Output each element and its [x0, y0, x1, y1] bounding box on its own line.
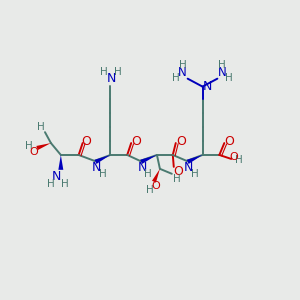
Text: H: H — [218, 60, 226, 70]
Polygon shape — [94, 155, 110, 164]
Text: N: N — [218, 66, 227, 79]
Text: H: H — [191, 169, 199, 179]
Text: H: H — [61, 179, 69, 189]
Text: O: O — [224, 135, 234, 148]
Text: H: H — [172, 73, 180, 83]
Text: N: N — [137, 161, 147, 174]
Text: O: O — [230, 152, 239, 162]
Text: O: O — [176, 135, 186, 148]
Polygon shape — [187, 155, 202, 164]
Text: H: H — [114, 67, 122, 77]
Text: O: O — [173, 165, 183, 178]
Text: N: N — [107, 72, 116, 85]
Text: H: H — [179, 60, 187, 70]
Text: N: N — [92, 161, 101, 174]
Text: N: N — [203, 80, 212, 93]
Text: H: H — [235, 155, 243, 165]
Text: N: N — [184, 161, 193, 174]
Polygon shape — [140, 155, 157, 164]
Text: H: H — [173, 174, 181, 184]
Text: O: O — [152, 181, 160, 191]
Text: O: O — [30, 147, 38, 157]
Text: H: H — [47, 179, 55, 189]
Text: H: H — [25, 141, 33, 151]
Polygon shape — [36, 143, 51, 150]
Text: O: O — [131, 135, 141, 148]
Text: H: H — [225, 73, 233, 83]
Text: H: H — [100, 67, 107, 77]
Polygon shape — [152, 169, 160, 183]
Polygon shape — [58, 155, 63, 170]
Text: H: H — [37, 122, 45, 132]
Text: H: H — [146, 184, 154, 195]
Text: H: H — [99, 169, 106, 179]
Text: N: N — [52, 170, 62, 183]
Text: N: N — [178, 66, 187, 79]
Text: H: H — [144, 169, 152, 179]
Text: O: O — [82, 135, 92, 148]
